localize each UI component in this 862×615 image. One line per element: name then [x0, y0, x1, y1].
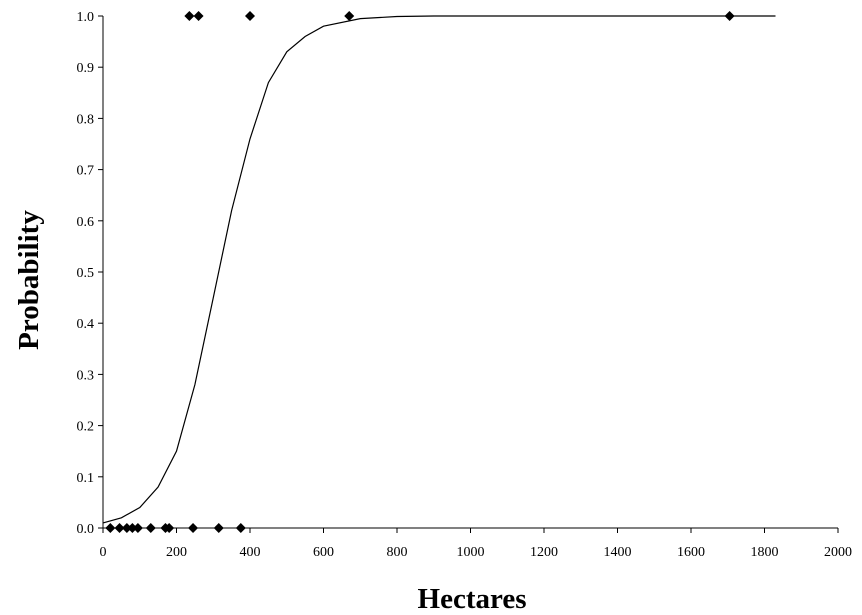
y-tick-label: 0.7	[77, 164, 95, 179]
data-point	[164, 523, 175, 533]
data-point	[145, 523, 156, 533]
x-tick-label: 1400	[604, 545, 632, 560]
data-point	[245, 11, 255, 21]
y-tick-label: 0.9	[77, 61, 95, 76]
x-tick-label: 400	[240, 545, 261, 560]
x-tick-label: 200	[166, 545, 187, 560]
data-point	[127, 523, 138, 533]
data-point	[213, 523, 224, 533]
y-tick-label: 0.1	[77, 471, 95, 486]
y-tick-label: 0.0	[77, 522, 95, 537]
fitted-curve	[102, 15, 776, 524]
y-tick-label: 0.2	[77, 420, 95, 435]
y-tick-label: 0.4	[77, 317, 95, 332]
x-tick-label: 1600	[677, 545, 705, 560]
data-point	[344, 11, 355, 21]
x-tick-label: 1200	[530, 545, 558, 560]
x-tick-label: 1800	[751, 545, 779, 560]
x-axis-title: Hectares	[418, 583, 527, 615]
x-tick-label: 800	[387, 545, 408, 560]
data-point	[121, 523, 132, 533]
data-point	[105, 523, 116, 533]
data-point	[188, 523, 199, 533]
x-tick-label: 600	[313, 545, 334, 560]
data-point	[193, 11, 204, 21]
fitted-curve-group	[102, 15, 776, 524]
y-axis-title: Probability	[13, 210, 45, 350]
x-tick-label: 2000	[824, 545, 852, 560]
data-point	[132, 523, 143, 533]
y-tick-label: 0.6	[77, 215, 95, 230]
data-point	[114, 523, 125, 533]
data-point	[235, 523, 246, 533]
y-tick-label: 0.3	[77, 368, 95, 383]
tick-labels-group: 0.0 0.1 0.2 0.3 0.4 0.5 0.6 0.7 0.8 0.9 1.0 0 200 400…	[77, 10, 853, 560]
data-points-group	[105, 11, 735, 533]
y-tick-label: 0.8	[77, 112, 95, 127]
x-tick-label: 0	[100, 545, 107, 560]
x-tick-label: 1000	[457, 545, 485, 560]
axes	[98, 15, 839, 533]
data-point	[724, 11, 735, 21]
data-point	[184, 11, 195, 21]
y-tick-label: 1.0	[77, 10, 95, 25]
y-tick-label: 0.5	[77, 266, 95, 281]
